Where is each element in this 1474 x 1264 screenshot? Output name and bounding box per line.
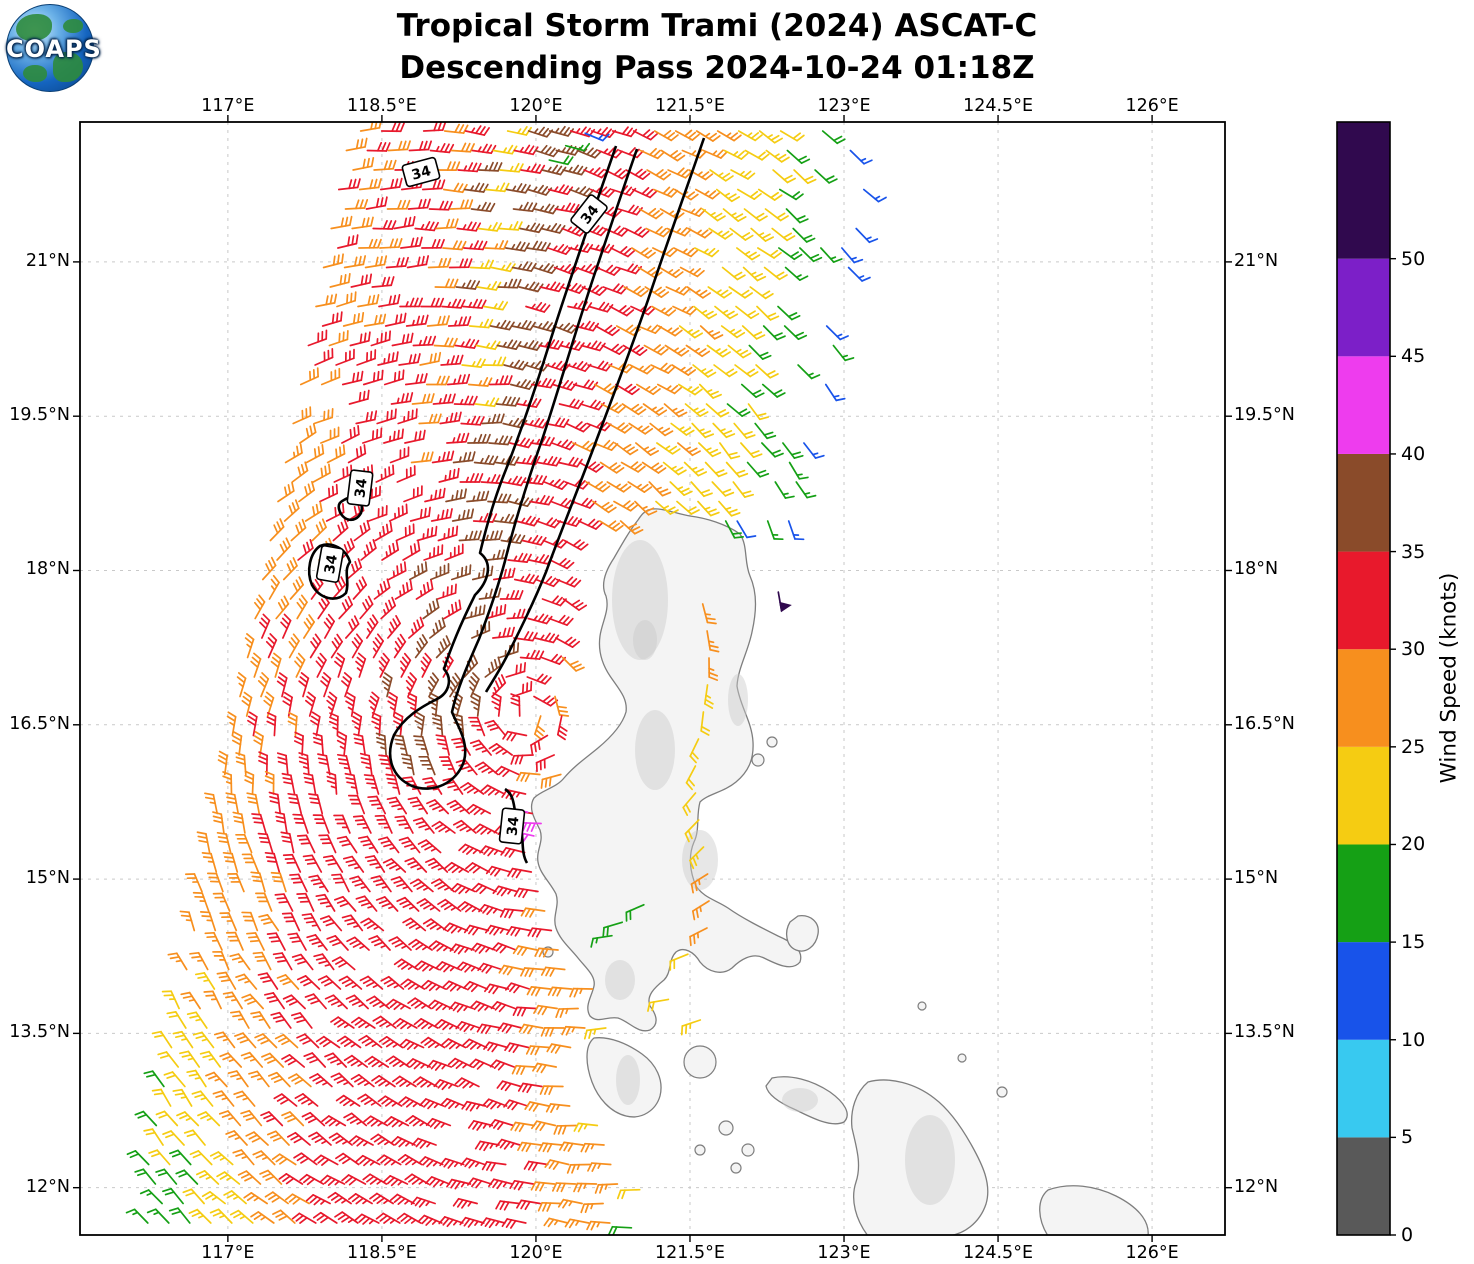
colorbar-bin-40-45 — [1337, 356, 1390, 454]
lon-tick-label-bottom-6: 126°E — [1125, 1243, 1179, 1263]
globe-continent-shape — [23, 65, 47, 82]
contour-label-34: 34 — [498, 807, 526, 845]
coaps-logo: COAPS — [6, 4, 102, 92]
lat-tick-label-left-1: 19.5°N — [9, 405, 70, 426]
lat-tick-label-right-6: 12°N — [1234, 1176, 1279, 1197]
grid-lines — [80, 122, 1225, 1235]
colorbar-bin-25-30 — [1337, 649, 1390, 747]
lat-tick-label-right-1: 19.5°N — [1234, 405, 1295, 426]
lon-tick-label-bottom-3: 121.5°E — [655, 1243, 725, 1263]
svg-text:34: 34 — [352, 477, 370, 499]
lon-tick-label-top-1: 118.5°E — [346, 96, 417, 116]
lat-tick-label-left-5: 13.5°N — [9, 1022, 70, 1043]
svg-text:34: 34 — [505, 815, 523, 836]
lat-tick-label-left-0: 21°N — [25, 250, 70, 271]
lon-tick-label-top-3: 121.5°E — [655, 96, 725, 116]
colorbar-bin-5-10 — [1337, 1039, 1390, 1138]
colorbar — [1336, 121, 1396, 1236]
lon-tick-label-top-4: 123°E — [817, 96, 871, 116]
lat-tick-label-right-5: 13.5°N — [1234, 1022, 1295, 1043]
chart-subtitle: Descending Pass 2024-10-24 01:18Z — [399, 50, 1035, 86]
colorbar-tick-label-5: 5 — [1401, 1126, 1414, 1149]
contour-label-34: 34 — [346, 469, 374, 507]
colorbar-tick-label-10: 10 — [1401, 1028, 1426, 1051]
lat-tick-label-left-2: 18°N — [25, 559, 70, 580]
lat-tick-label-left-4: 15°N — [25, 868, 70, 889]
lon-tick-label-top-6: 126°E — [1125, 96, 1179, 116]
svg-text:34: 34 — [410, 163, 433, 184]
colorbar-tick-label-45: 45 — [1401, 345, 1426, 368]
lon-tick-label-top-0: 117°E — [201, 96, 255, 116]
globe-continent-shape — [53, 52, 83, 82]
wind-barbs — [125, 122, 887, 1235]
lon-tick-label-bottom-1: 118.5°E — [346, 1243, 417, 1263]
coaps-logo-text: COAPS — [6, 35, 102, 63]
svg-text:34: 34 — [322, 553, 341, 575]
colorbar-tick-label-30: 30 — [1401, 638, 1426, 661]
chart-title: Tropical Storm Trami (2024) ASCAT-C — [396, 8, 1038, 44]
lon-tick-label-bottom-0: 117°E — [201, 1243, 255, 1263]
colorbar-bin-30-35 — [1337, 551, 1390, 650]
philippines-landmass — [530, 508, 1149, 1235]
colorbar-tick-label-40: 40 — [1401, 442, 1426, 465]
colorbar-tick-label-50: 50 — [1401, 247, 1426, 270]
plot-frame — [79, 121, 1226, 1236]
globe-continent-shape — [16, 14, 52, 41]
colorbar-axis-label: Wind Speed (knots) — [1436, 572, 1462, 784]
axis-ticks — [73, 115, 1232, 1242]
lon-tick-label-bottom-5: 124.5°E — [963, 1243, 1033, 1263]
contour-label-34: 34 — [315, 545, 345, 583]
lon-tick-label-bottom-4: 123°E — [817, 1243, 871, 1263]
lat-tick-label-left-3: 16.5°N — [9, 713, 70, 734]
lon-tick-label-top-2: 120°E — [509, 96, 563, 116]
contour-label-34: 34 — [570, 194, 608, 234]
colorbar-bin-45-50 — [1337, 258, 1390, 357]
colorbar-bin-20-25 — [1337, 746, 1390, 845]
contour-labels: 34 34 34 34 34 — [315, 156, 608, 845]
lat-tick-label-right-0: 21°N — [1234, 250, 1279, 271]
lon-tick-label-bottom-2: 120°E — [509, 1243, 563, 1263]
colorbar-bin-50-57 — [1337, 122, 1390, 259]
colorbar-bin-35-40 — [1337, 453, 1390, 552]
colorbar-bin-10-15 — [1337, 942, 1390, 1040]
colorbar-tick-label-20: 20 — [1401, 833, 1426, 856]
coaps-globe-icon — [6, 4, 94, 92]
lon-tick-label-top-5: 124.5°E — [963, 96, 1033, 116]
lat-tick-label-left-6: 12°N — [25, 1176, 70, 1197]
lat-tick-label-right-3: 16.5°N — [1234, 713, 1295, 734]
colorbar-tick-label-15: 15 — [1401, 931, 1426, 954]
colorbar-bin-0-5 — [1337, 1137, 1390, 1235]
colorbar-tick-label-35: 35 — [1401, 540, 1426, 563]
colorbar-tick-label-0: 0 — [1401, 1224, 1414, 1246]
colorbar-tick-label-25: 25 — [1401, 735, 1426, 758]
lat-tick-label-right-2: 18°N — [1234, 559, 1279, 580]
colorbar-bin-15-20 — [1337, 844, 1390, 943]
globe-continent-shape — [63, 19, 83, 33]
contour-label-34: 34 — [401, 156, 441, 188]
lat-tick-label-right-4: 15°N — [1234, 868, 1279, 889]
